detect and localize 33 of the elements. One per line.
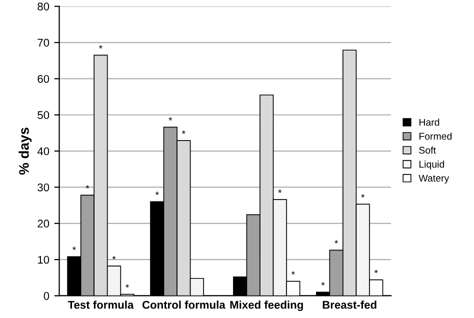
data-label: * <box>182 130 186 134</box>
y-tick-label: 10 <box>38 256 50 264</box>
data-label: * <box>86 185 90 188</box>
legend-label: Hard <box>419 118 440 126</box>
y-tick-label: 0 <box>44 292 50 300</box>
data-label: * <box>168 117 172 120</box>
y-tick-label: 60 <box>38 74 50 83</box>
data-label: * <box>155 192 159 196</box>
data-label: * <box>374 270 378 274</box>
data-label: * <box>72 246 76 250</box>
y-tick-label: 20 <box>38 220 50 228</box>
data-label: * <box>112 256 116 260</box>
x-tick-label: Mixed feeding <box>230 300 303 312</box>
legend-label: Liquid <box>419 160 444 170</box>
y-tick-label: 30 <box>38 183 50 192</box>
legend-label: Watery <box>418 174 450 184</box>
x-tick-label: Test formula <box>68 300 134 309</box>
legend-label: Soft <box>419 146 436 154</box>
x-tick-label: Control formula <box>142 300 226 309</box>
data-label: * <box>291 271 295 275</box>
legend-label: Formed <box>419 132 452 140</box>
y-tick-label: 40 <box>37 147 50 156</box>
data-label: * <box>98 45 102 49</box>
data-label: * <box>278 189 282 193</box>
data-label: * <box>361 194 365 198</box>
data-label: * <box>321 282 325 286</box>
y-tick-label: 80 <box>38 2 50 10</box>
y-axis-title: % days <box>18 128 32 175</box>
data-label: * <box>126 284 130 288</box>
x-tick-label: Breast-fed <box>322 300 376 309</box>
y-tick-label: 50 <box>38 111 50 120</box>
y-tick-label: 70 <box>38 38 50 47</box>
data-label: * <box>334 240 338 244</box>
